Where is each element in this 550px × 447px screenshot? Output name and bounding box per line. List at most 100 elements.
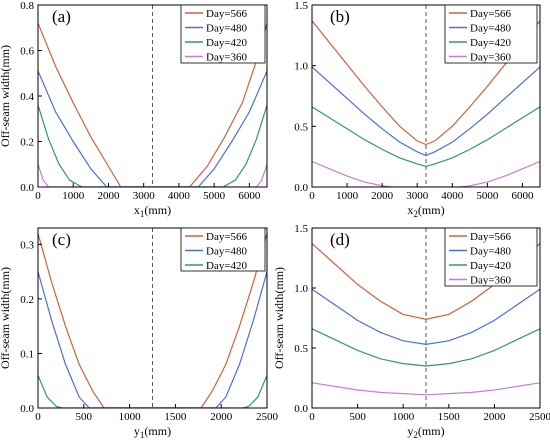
legend-label: Day=566 (206, 8, 248, 20)
legend-label: Day=420 (470, 260, 512, 272)
series-line-3 (38, 164, 267, 187)
y-axis-label: Off-seam width(mm) (272, 267, 286, 369)
legend-label: Day=480 (470, 246, 512, 258)
x-tick-label: 0 (309, 411, 315, 423)
y-tick-label: 0.6 (20, 46, 34, 58)
legend-label: Day=420 (206, 37, 248, 49)
series-line-2 (38, 104, 267, 187)
x-axis-label-main: y (407, 424, 413, 438)
y-tick-label: 0.0 (294, 403, 308, 415)
series-line-2 (312, 328, 540, 367)
x-tick-label: 5000 (203, 190, 226, 202)
y-tick-label: 0.0 (294, 182, 308, 194)
x-tick-label: 4000 (441, 190, 464, 202)
legend-box (180, 227, 266, 272)
x-axis-label-main: x (407, 203, 413, 217)
legend-label: Day=566 (206, 231, 248, 243)
x-axis-label: y1(mm) (134, 424, 171, 440)
legend-label: Day=360 (470, 52, 512, 64)
legend-box (444, 227, 538, 287)
x-tick-label: 1000 (392, 411, 415, 423)
x-axis-label-unit: (mm) (418, 203, 445, 217)
legend: Day=566 Day=480 Day=420 (180, 227, 266, 272)
x-axis-label-main: x (134, 203, 140, 217)
x-tick-label: 4000 (168, 190, 191, 202)
x-axis-label-unit: (mm) (144, 424, 171, 438)
legend-label: Day=480 (206, 23, 248, 35)
x-axis-label-sub: 1 (140, 430, 145, 440)
series-line-0 (312, 20, 540, 146)
x-tick-label: 6000 (238, 190, 261, 202)
panel-label: (d) (330, 230, 350, 249)
chart-panel-2: 0 500 1000 1500 2000 2500 0.0 0.1 0.2 0.3 y1(mm) Of… (0, 227, 279, 440)
x-axis-label-unit: (mm) (418, 424, 445, 438)
x-tick-label: 0 (309, 190, 315, 202)
y-tick-label: 0.5 (294, 343, 308, 355)
chart-panel-1: 0 1000 2000 3000 4000 5000 60000.00.51.01.5x2(… (294, 0, 541, 219)
legend-box (180, 4, 266, 64)
x-tick-label: 1000 (62, 190, 85, 202)
series-line-1 (312, 288, 540, 346)
legend-label: Day=566 (470, 8, 512, 20)
series-line-3 (312, 160, 540, 187)
x-axis-label-sub: 2 (413, 430, 418, 440)
x-tick-label: 2500 (256, 411, 279, 423)
y-tick-label: 0.2 (20, 137, 34, 149)
panel-label: (a) (52, 7, 71, 26)
legend-label: Day=420 (206, 260, 248, 272)
x-tick-label: 1000 (119, 411, 142, 423)
legend-label: Day=480 (470, 23, 512, 35)
series-line-1 (38, 271, 267, 408)
x-tick-label: 2000 (210, 411, 233, 423)
y-tick-label: 0.5 (294, 121, 308, 133)
series-line-2 (38, 375, 267, 408)
series-line-1 (38, 70, 267, 187)
plot-frame (311, 227, 541, 409)
panel-label: (b) (330, 7, 350, 26)
x-tick-label: 3000 (406, 190, 429, 202)
x-axis-label: x2(mm) (407, 203, 444, 219)
series-line-3 (312, 382, 540, 396)
x-axis-label: x1(mm) (134, 203, 171, 219)
y-tick-label: 0.3 (20, 239, 34, 251)
y-tick-label: 0.2 (20, 294, 34, 306)
x-axis-label-sub: 1 (140, 209, 145, 219)
y-tick-label: 1.5 (294, 0, 308, 12)
x-tick-label: 2000 (483, 411, 506, 423)
x-tick-label: 2500 (529, 411, 550, 423)
legend: Day=566 Day=480 Day=420 Day=360 (180, 4, 266, 64)
legend-label: Day=566 (470, 231, 512, 243)
x-tick-label: 500 (76, 411, 93, 423)
y-tick-label: 1.0 (294, 283, 308, 295)
legend-label: Day=420 (470, 37, 512, 49)
x-axis-label-sub: 2 (413, 209, 418, 219)
x-axis-label-unit: (mm) (144, 203, 171, 217)
series-line-2 (312, 106, 540, 168)
y-tick-label: 0.0 (20, 403, 34, 415)
y-tick-label: 1.5 (294, 223, 308, 235)
y-tick-label: 0.4 (20, 91, 34, 103)
legend-box (444, 4, 538, 64)
y-axis-label: Off-seam width(mm) (0, 267, 12, 369)
legend-label: Day=480 (206, 246, 248, 258)
x-axis-label: y2(mm) (407, 424, 444, 440)
chart-panel-0: 0 1000 2000 3000 4000 5000 6000 0.0 0.2 0.4 0.6 0.8… (0, 0, 268, 219)
x-tick-label: 1500 (164, 411, 187, 423)
x-tick-label: 2000 (371, 190, 394, 202)
chart-panel-3: 0 500 1000 1500 2000 2500 0.0 0.5 1.0 1.5 y2(mm) Of… (272, 223, 550, 440)
plot-frame (37, 227, 268, 409)
y-tick-label: 0.8 (20, 0, 34, 12)
x-tick-label: 3000 (133, 190, 156, 202)
x-tick-label: 0 (35, 190, 41, 202)
y-tick-label: 0.0 (20, 182, 34, 194)
x-axis-label-main: y (134, 424, 140, 438)
series-line-0 (38, 233, 267, 408)
legend-label: Day=360 (470, 275, 512, 287)
x-tick-label: 6000 (511, 190, 534, 202)
legend-label: Day=360 (206, 52, 248, 64)
series-line-0 (38, 22, 267, 187)
x-tick-label: 2000 (97, 190, 120, 202)
x-tick-label: 500 (349, 411, 366, 423)
x-tick-label: 1500 (438, 411, 461, 423)
